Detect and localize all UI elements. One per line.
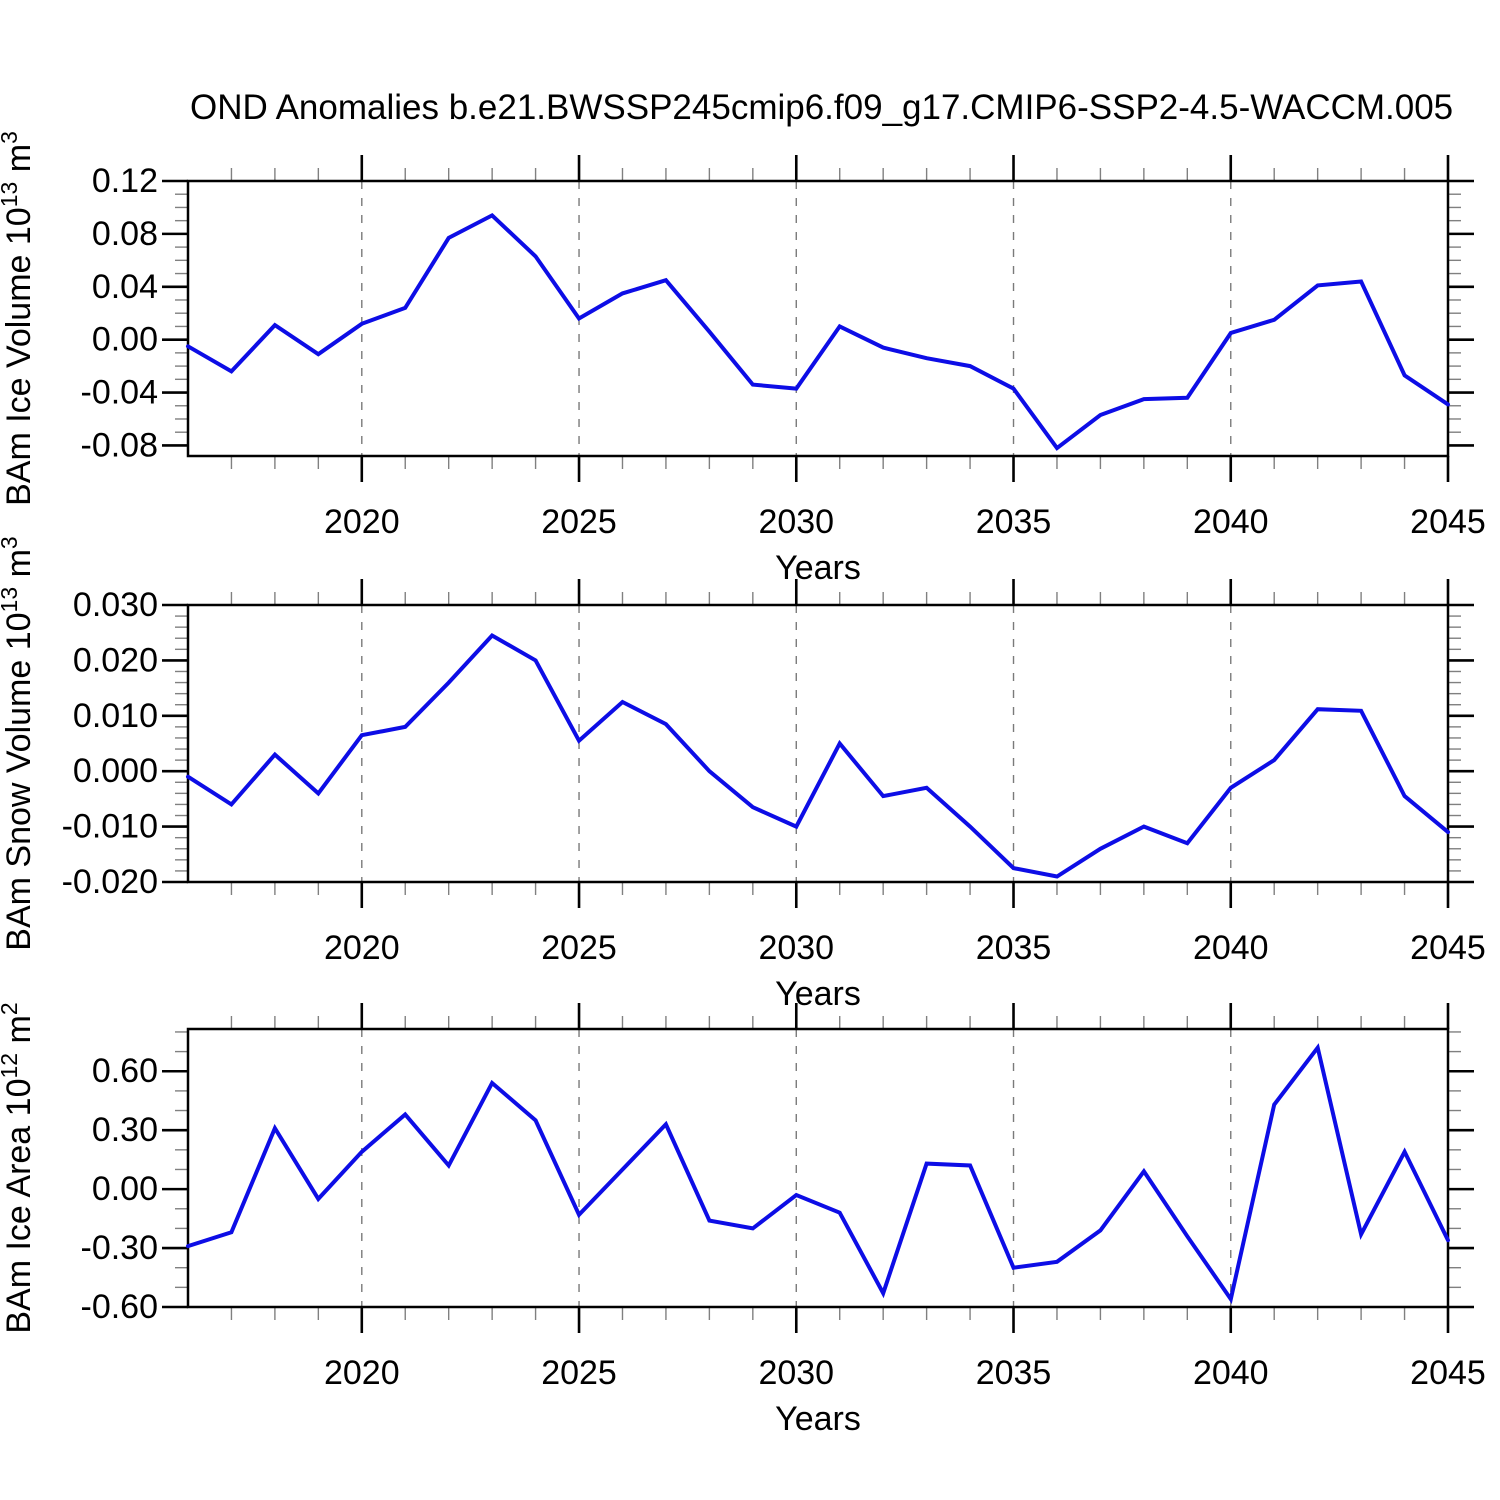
y-tick-label: 0.04 <box>92 268 158 306</box>
x-tick-label: 2040 <box>1193 1354 1269 1392</box>
data-line-ice-volume <box>186 212 1450 451</box>
y-tick-label: 0.010 <box>73 697 158 735</box>
x-tick-label: 2045 <box>1410 503 1486 541</box>
x-tick-label: 2040 <box>1193 503 1269 541</box>
y-tick-label: -0.010 <box>62 808 158 846</box>
y-tick-label: 0.12 <box>92 162 158 200</box>
x-tick-label: 2035 <box>976 503 1052 541</box>
y-tick-label: 0.00 <box>92 1170 158 1208</box>
y-axis-label-snow-volume: BAm Snow Volume 1013 m3 <box>0 536 38 950</box>
y-tick-labels: 0.60 0.30 0.00 -0.30 -0.60 <box>81 1052 159 1326</box>
y-tick-label: 0.00 <box>92 321 158 359</box>
y-tick-label: 0.60 <box>92 1052 158 1090</box>
y-ticks <box>162 179 1474 447</box>
x-ticks <box>230 1003 1450 1333</box>
y-tick-label: -0.30 <box>81 1229 159 1267</box>
x-tick-label: 2040 <box>1193 929 1269 967</box>
x-tick-label: 2030 <box>758 1354 834 1392</box>
x-tick-label: 2030 <box>758 503 834 541</box>
plot-frame <box>186 603 1450 884</box>
x-tick-label: 2020 <box>324 503 400 541</box>
x-tick-labels: 2020 2025 2030 2035 2040 2045 <box>324 1354 1486 1392</box>
x-tick-label: 2030 <box>758 929 834 967</box>
plot-snow-volume: 0.030 0.020 0.010 0.000 -0.010 -0.020 2020 2025… <box>0 536 1486 1013</box>
x-tick-label: 2020 <box>324 929 400 967</box>
x-ticks <box>230 155 1450 482</box>
gridlines <box>361 605 1232 882</box>
data-line-ice-area <box>186 1043 1450 1304</box>
plot-frame <box>186 179 1450 458</box>
x-tick-labels: 2020 2025 2030 2035 2040 2045 <box>324 503 1486 541</box>
gridlines <box>361 1029 1232 1307</box>
x-tick-label: 2035 <box>976 929 1052 967</box>
x-tick-label: 2025 <box>541 929 617 967</box>
y-tick-label: -0.04 <box>81 374 159 412</box>
x-axis-title: Years <box>775 975 861 1013</box>
y-tick-label: 0.030 <box>73 586 158 624</box>
x-tick-label: 2025 <box>541 503 617 541</box>
y-tick-label: -0.08 <box>81 426 159 464</box>
chart-title: OND Anomalies b.e21.BWSSP245cmip6.f09_g1… <box>190 88 1454 127</box>
x-tick-label: 2020 <box>324 1354 400 1392</box>
y-tick-labels: 0.030 0.020 0.010 0.000 -0.010 -0.020 <box>62 586 158 901</box>
y-ticks <box>162 603 1474 884</box>
x-axis-title: Years <box>775 1400 861 1438</box>
y-tick-label: 0.020 <box>73 641 158 679</box>
y-tick-label: 0.000 <box>73 752 158 790</box>
y-axis-label-ice-area: BAm Ice Area 1012 m2 <box>0 1002 38 1333</box>
x-tick-label: 2045 <box>1410 929 1486 967</box>
y-tick-labels: 0.12 0.08 0.04 0.00 -0.04 -0.08 <box>81 162 159 464</box>
x-tick-label: 2035 <box>976 1354 1052 1392</box>
plot-frame <box>186 1027 1450 1309</box>
y-axis-label-ice-volume: BAm Ice Volume 1013 m3 <box>0 131 38 506</box>
y-tick-label: -0.020 <box>62 863 158 901</box>
y-tick-label: 0.08 <box>92 215 158 253</box>
y-ticks <box>162 1031 1474 1309</box>
y-tick-label: 0.30 <box>92 1111 158 1149</box>
x-tick-labels: 2020 2025 2030 2035 2040 2045 <box>324 929 1486 967</box>
x-tick-label: 2025 <box>541 1354 617 1392</box>
data-line-snow-volume <box>186 632 1450 879</box>
y-tick-label: -0.60 <box>81 1288 159 1326</box>
x-axis-title: Years <box>775 549 861 587</box>
x-ticks <box>230 579 1450 908</box>
x-tick-label: 2045 <box>1410 1354 1486 1392</box>
